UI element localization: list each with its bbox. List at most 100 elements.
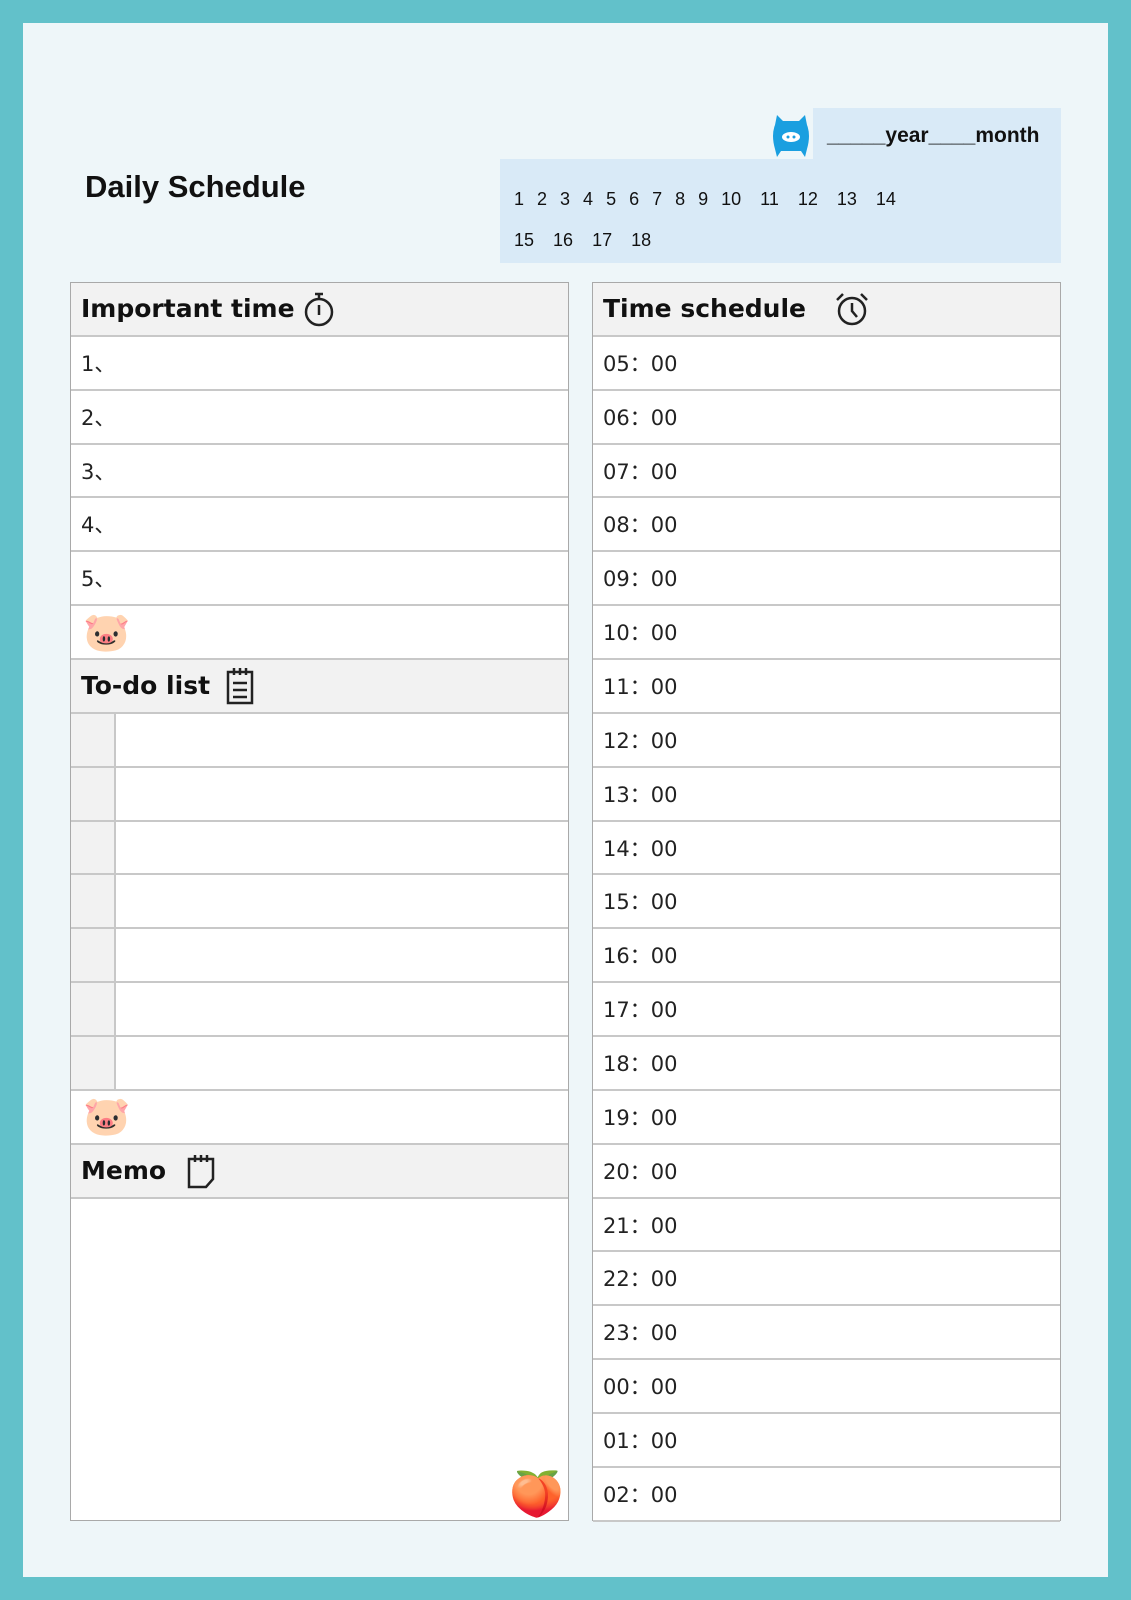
time-slot[interactable]: 10：00 — [593, 606, 1060, 661]
memo-header: Memo — [71, 1144, 568, 1199]
time-slot[interactable]: 22：00 — [593, 1252, 1060, 1307]
day-option[interactable]: 17 — [592, 230, 613, 250]
time-label: 10：00 — [603, 621, 678, 646]
time-slot[interactable]: 06：00 — [593, 391, 1060, 445]
todo-checkbox[interactable] — [71, 767, 116, 820]
time-label: 19：00 — [603, 1105, 678, 1130]
pig-icon — [773, 115, 809, 157]
day-option[interactable]: 8 — [675, 189, 686, 209]
time-slot[interactable]: 17：00 — [593, 983, 1060, 1038]
important-item[interactable]: 4、 — [71, 498, 568, 553]
time-slot[interactable]: 15：00 — [593, 875, 1060, 930]
time-label: 07：00 — [603, 459, 678, 484]
pig-decoration-row: 🐷 — [71, 1091, 568, 1145]
time-label: 23：00 — [603, 1321, 678, 1346]
time-label: 16：00 — [603, 944, 678, 969]
time-label: 02：00 — [603, 1482, 678, 1507]
time-label: 01：00 — [603, 1428, 678, 1453]
todo-checkbox[interactable] — [71, 713, 116, 766]
day-option[interactable]: 2 — [537, 189, 548, 209]
time-slot[interactable]: 13：00 — [593, 768, 1060, 822]
todo-checkbox[interactable] — [71, 929, 116, 982]
time-slot[interactable]: 00：00 — [593, 1360, 1060, 1415]
day-option[interactable]: 12 — [797, 189, 818, 209]
todo-item[interactable] — [71, 983, 568, 1038]
item-number: 5、 — [81, 567, 116, 592]
time-label: 12：00 — [603, 728, 678, 753]
time-label: 15：00 — [603, 890, 678, 915]
page-title: Daily Schedule — [85, 169, 306, 204]
section-title: Memo — [81, 1156, 167, 1186]
time-slot[interactable]: 23：00 — [593, 1306, 1060, 1361]
time-slot[interactable]: 20：00 — [593, 1145, 1060, 1199]
alarm-clock-icon — [836, 293, 868, 326]
time-label: 13：00 — [603, 782, 678, 807]
time-slot[interactable]: 09：00 — [593, 552, 1060, 607]
pig-sticker-icon: 🐷 — [83, 609, 131, 654]
time-slot[interactable]: 14：00 — [593, 822, 1060, 876]
day-option[interactable]: 6 — [629, 189, 640, 209]
todo-item[interactable] — [71, 875, 568, 930]
time-label: 11：00 — [603, 674, 678, 699]
day-option[interactable]: 9 — [698, 189, 709, 209]
day-option[interactable]: 4 — [583, 189, 594, 209]
todo-item[interactable] — [71, 1037, 568, 1091]
important-time-header: Important time — [71, 283, 568, 337]
time-label: 21：00 — [603, 1213, 678, 1238]
day-option[interactable]: 5 — [606, 189, 617, 209]
important-item[interactable]: 5、 — [71, 552, 568, 607]
time-label: 20：00 — [603, 1159, 678, 1184]
todo-header: To-do list — [71, 660, 568, 714]
day-option[interactable]: 3 — [560, 189, 571, 209]
day-option[interactable]: 1 — [514, 189, 525, 209]
time-slot[interactable]: 12：00 — [593, 714, 1060, 768]
day-option[interactable]: 18 — [631, 230, 652, 250]
time-slot[interactable]: 16：00 — [593, 929, 1060, 984]
time-slot[interactable]: 19：00 — [593, 1091, 1060, 1145]
time-slot[interactable]: 07：00 — [593, 445, 1060, 499]
section-title: Important time — [81, 294, 295, 324]
time-slot[interactable]: 01：00 — [593, 1414, 1060, 1468]
time-label: 17：00 — [603, 998, 678, 1023]
left-column: Important time 1、 2、 3、 4、 5、 🐷 To-do list 🐷… — [70, 282, 569, 1521]
todo-checkbox[interactable] — [71, 875, 116, 928]
time-slot[interactable]: 08：00 — [593, 498, 1060, 553]
day-option[interactable]: 15 — [514, 230, 535, 250]
memo-pad-icon — [187, 1154, 215, 1188]
todo-item[interactable] — [71, 767, 568, 822]
time-slot[interactable]: 21：00 — [593, 1199, 1060, 1253]
time-slot[interactable]: 02：00 — [593, 1468, 1060, 1522]
section-title: To-do list — [81, 671, 211, 701]
pig-decoration-row: 🐷 — [71, 606, 568, 661]
item-number: 3、 — [81, 459, 116, 484]
memo-area[interactable]: 🍑 — [71, 1199, 568, 1522]
day-option[interactable]: 11 — [760, 189, 779, 209]
time-schedule-header: Time schedule — [593, 283, 1060, 337]
time-label: 22：00 — [603, 1267, 678, 1292]
stopwatch-icon — [304, 292, 333, 327]
todo-checkbox[interactable] — [71, 983, 116, 1036]
notepad-icon — [226, 667, 254, 705]
year-month-field[interactable]: _____year____month — [813, 108, 1061, 160]
day-option[interactable]: 13 — [836, 189, 857, 209]
item-number: 4、 — [81, 513, 116, 538]
time-label: 00：00 — [603, 1375, 678, 1400]
time-label: 05：00 — [603, 351, 678, 376]
todo-item[interactable] — [71, 713, 568, 768]
day-option[interactable]: 7 — [652, 189, 663, 209]
important-item[interactable]: 2、 — [71, 391, 568, 445]
todo-checkbox[interactable] — [71, 821, 116, 874]
time-slot[interactable]: 05：00 — [593, 337, 1060, 391]
time-slot[interactable]: 11：00 — [593, 660, 1060, 714]
todo-item[interactable] — [71, 821, 568, 876]
time-label: 06：00 — [603, 405, 678, 430]
day-option[interactable]: 16 — [553, 230, 574, 250]
time-slot[interactable]: 18：00 — [593, 1037, 1060, 1091]
day-option[interactable]: 10 — [721, 189, 742, 209]
todo-item[interactable] — [71, 929, 568, 984]
important-item[interactable]: 3、 — [71, 445, 568, 499]
todo-checkbox[interactable] — [71, 1037, 116, 1089]
day-option[interactable]: 14 — [875, 189, 896, 209]
important-item[interactable]: 1、 — [71, 337, 568, 391]
